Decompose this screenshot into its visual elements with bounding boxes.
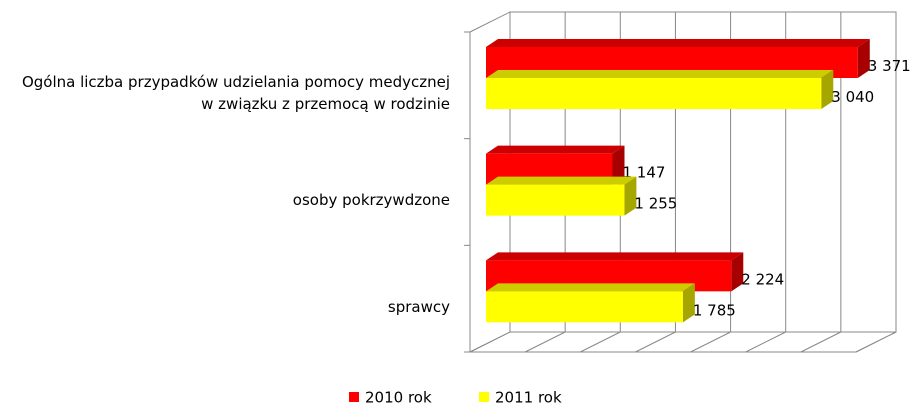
legend-swatch: [349, 392, 359, 402]
bar-front: [486, 184, 625, 216]
bar-front: [486, 291, 683, 323]
bar: [486, 176, 637, 216]
bar-front: [486, 78, 822, 109]
bar-top: [486, 145, 625, 154]
category-label: osoby pokrzywdzone: [292, 191, 450, 209]
data-label: 1 255: [634, 195, 677, 213]
floor-grid-line: [524, 331, 566, 353]
legend-label: 2010 rok: [365, 389, 432, 407]
bar: [486, 283, 695, 323]
floor-grid-line: [855, 331, 897, 353]
floor-grid-line: [580, 331, 621, 353]
bar-top: [486, 39, 870, 47]
bar-side: [612, 145, 625, 185]
bar-side: [682, 283, 695, 323]
bar: [486, 70, 834, 109]
bar-side: [821, 70, 834, 109]
data-label: 2 224: [741, 270, 784, 288]
bar-side: [624, 176, 637, 216]
data-label: 3 371: [868, 57, 911, 75]
legend-label: 2011 rok: [495, 389, 562, 407]
bar-side: [731, 252, 744, 292]
left-wall-top: [469, 11, 511, 33]
bar-top: [486, 70, 834, 78]
floor: [469, 331, 897, 353]
data-label: 1 785: [693, 301, 736, 319]
bar-top: [486, 252, 744, 261]
bar-top: [486, 176, 637, 185]
category-label: sprawcy: [387, 297, 450, 316]
data-label: 3 040: [831, 88, 874, 106]
bar-side: [857, 39, 870, 78]
floor-grid-line: [469, 331, 511, 353]
category-label: Ogólna liczba przypadków udzielania pomo…: [21, 73, 450, 114]
floor-grid-line: [635, 331, 676, 353]
bar-top: [486, 283, 695, 292]
legend-swatch: [479, 392, 489, 402]
floor-grid-line: [690, 331, 731, 353]
floor-grid-line: [745, 331, 786, 353]
floor-grid-line: [800, 331, 842, 353]
